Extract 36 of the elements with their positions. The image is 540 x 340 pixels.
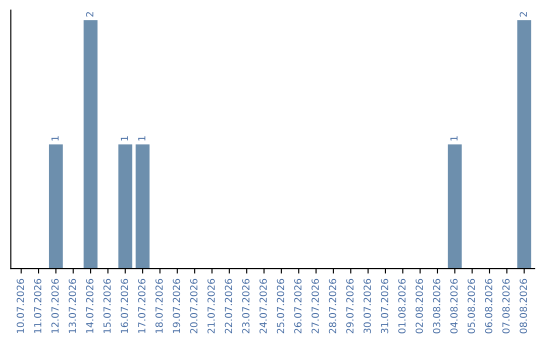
x-tick-label: 05.08.2026	[468, 278, 475, 334]
x-tick-label: 17.07.2026	[138, 278, 146, 333]
data-label: 1	[120, 136, 128, 141]
x-tick-label: 16.07.2026	[120, 278, 128, 333]
x-tick-label: 03.08.2026	[432, 278, 440, 334]
x-tick-label: 06.08.2026	[484, 278, 492, 334]
x-tick-label: 02.08.2026	[416, 278, 423, 334]
x-tick-label: 19.07.2026	[172, 278, 180, 333]
x-tick-label: 21.07.2026	[207, 278, 215, 334]
x-tick-label: 22.07.2026	[224, 278, 232, 334]
x-tick-label: 13.07.2026	[68, 278, 76, 333]
x-tick-label: 07.08.2026	[502, 278, 510, 334]
x-tick-label: 08.08.2026	[520, 278, 528, 334]
data-label: 1	[138, 136, 146, 141]
x-tick-label: 26.07.2026	[294, 278, 302, 334]
x-tick-label: 10.07.2026	[16, 278, 24, 333]
x-tick-label: 12.07.2026	[51, 278, 59, 333]
x-tick-label: 23.07.2026	[242, 278, 250, 334]
x-tick-label: 25.07.2026	[276, 278, 284, 334]
x-tick-label: 27.07.2026	[312, 278, 319, 334]
x-tick-label: 24.07.2026	[259, 278, 267, 334]
data-label: 1	[51, 136, 59, 141]
x-tick-label: 31.07.2026	[380, 278, 388, 334]
x-tick-label: 29.07.2026	[346, 278, 354, 334]
x-tick-label: 28.07.2026	[328, 278, 336, 334]
x-tick-label: 20.07.2026	[190, 278, 198, 334]
data-label: 1	[450, 136, 458, 141]
x-tick-label: 04.08.2026	[450, 278, 458, 334]
x-tick-label: 15.07.2026	[103, 278, 111, 333]
data-label: 2	[86, 12, 94, 17]
x-tick-label: 14.07.2026	[86, 278, 94, 333]
x-tick-label: 30.07.2026	[364, 278, 371, 334]
x-tick-label: 01.08.2026	[398, 278, 406, 334]
x-tick-label: 11.07.2026	[34, 278, 42, 333]
x-tick-label: 18.07.2026	[155, 278, 163, 333]
data-label: 2	[520, 12, 527, 17]
